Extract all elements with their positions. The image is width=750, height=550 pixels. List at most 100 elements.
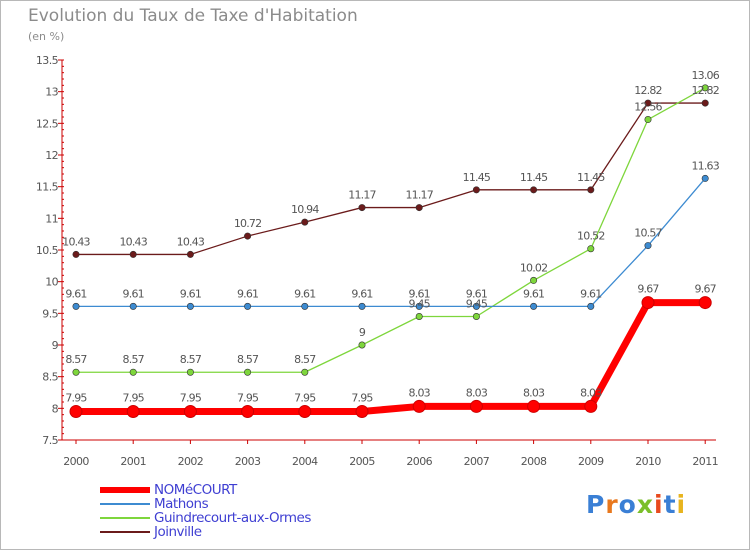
logo-letter: i	[654, 490, 664, 519]
data-point-mathons	[129, 302, 137, 310]
data-label-joinville: 10.72	[234, 217, 262, 230]
data-label-joinville: 10.43	[62, 235, 90, 248]
data-point-guindrecourt	[644, 116, 652, 124]
data-point-joinville	[244, 232, 252, 240]
data-label-guindrecourt: 12.56	[634, 101, 662, 114]
data-point-nomecourt	[641, 296, 655, 310]
data-point-nomecourt	[241, 405, 255, 418]
data-label-guindrecourt: 8.57	[237, 353, 259, 366]
data-label-nomecourt: 7.95	[351, 392, 373, 405]
data-label-mathons: 9.61	[523, 287, 544, 300]
data-label-nomecourt: 7.95	[65, 392, 87, 405]
data-point-joinville	[358, 204, 366, 212]
data-point-guindrecourt	[301, 368, 309, 376]
y-tick-label: 9	[52, 339, 59, 352]
data-point-guindrecourt	[186, 368, 194, 376]
data-point-guindrecourt	[415, 312, 423, 320]
y-tick-label: 10.5	[36, 244, 59, 257]
data-point-nomecourt	[183, 405, 197, 418]
data-label-joinville: 12.82	[634, 84, 662, 97]
data-label-mathons: 11.63	[691, 159, 719, 172]
y-tick-label: 10	[45, 276, 58, 289]
data-label-mathons: 9.61	[409, 287, 430, 300]
data-point-guindrecourt	[472, 312, 480, 320]
y-tick-label: 8	[52, 402, 59, 415]
data-label-nomecourt: 8.03	[580, 386, 602, 399]
data-point-nomecourt	[355, 405, 369, 418]
data-point-mathons	[472, 302, 480, 310]
data-point-mathons	[415, 302, 423, 310]
x-tick-label: 2010	[635, 455, 661, 468]
data-point-guindrecourt	[587, 245, 595, 253]
data-point-mathons	[358, 302, 366, 310]
data-point-nomecourt	[69, 405, 83, 418]
data-label-joinville: 10.94	[291, 203, 319, 216]
chart-title: Evolution du Taux de Taxe d'Habitation	[28, 6, 358, 26]
data-labels-layer: 10.43 10.43 10.43 10.72 10.94 11.17 11.17 11.45…	[62, 69, 720, 405]
data-point-nomecourt	[469, 399, 483, 413]
data-point-nomecourt	[298, 405, 312, 418]
data-label-joinville: 12.82	[691, 84, 719, 97]
data-label-nomecourt: 7.95	[294, 392, 316, 405]
data-label-guindrecourt: 8.57	[294, 353, 316, 366]
y-tick-label: 8.5	[42, 371, 58, 384]
x-tick-label: 2002	[178, 455, 204, 468]
logo-letter: o	[618, 490, 637, 519]
data-point-mathons	[186, 302, 194, 310]
data-label-nomecourt: 7.95	[180, 392, 202, 405]
data-point-nomecourt	[584, 399, 598, 413]
y-tick-label: 11.5	[36, 181, 59, 194]
logo-letter: P	[586, 490, 606, 519]
logo-letter: i	[676, 490, 687, 519]
x-tick-label: 2009	[578, 455, 604, 468]
data-point-mathons	[644, 242, 652, 250]
data-point-joinville	[530, 186, 538, 194]
y-tick-label: 7.5	[42, 434, 58, 447]
data-label-mathons: 9.61	[466, 287, 487, 300]
legend-label-mathons: Mathons	[154, 496, 209, 512]
data-point-joinville	[701, 99, 709, 107]
data-label-guindrecourt: 13.06	[691, 69, 719, 82]
legend-swatch-joinville	[100, 531, 150, 533]
data-label-mathons: 9.61	[180, 287, 201, 300]
series-layer	[69, 84, 712, 418]
chart-subtitle: (en %)	[28, 30, 65, 43]
data-point-guindrecourt	[244, 368, 252, 376]
data-label-joinville: 10.43	[119, 235, 147, 248]
data-label-nomecourt: 9.67	[637, 283, 659, 296]
data-point-joinville	[415, 204, 423, 212]
chart-axes: 7.5 8 8.5 9 9.5 10 10.5 11 11.5 12 12.5 13 13.5 2000 2…	[36, 54, 719, 468]
data-label-guindrecourt: 10.02	[520, 261, 548, 274]
data-point-mathons	[587, 302, 595, 310]
data-point-joinville	[186, 250, 194, 258]
data-point-mathons	[72, 302, 80, 310]
legend-swatch-guindrecourt	[100, 517, 150, 519]
logo-letter: t	[663, 490, 677, 519]
series-line-nomecourt	[76, 299, 706, 415]
y-tick-label: 13	[45, 86, 58, 99]
data-label-nomecourt: 8.03	[409, 386, 431, 399]
data-label-guindrecourt: 9.45	[466, 298, 488, 311]
data-point-guindrecourt	[701, 84, 709, 92]
x-tick-label: 2001	[120, 455, 146, 468]
data-label-guindrecourt: 10.52	[577, 230, 605, 243]
series-line-guindrecourt	[76, 87, 706, 373]
data-label-mathons: 10.57	[634, 227, 662, 240]
data-label-nomecourt: 7.95	[237, 392, 259, 405]
data-label-mathons: 9.61	[237, 287, 258, 300]
data-point-mathons	[244, 302, 252, 310]
legend-label-nomecourt: NOMéCOURT	[154, 482, 237, 498]
data-label-joinville: 11.45	[520, 171, 548, 184]
data-point-joinville	[129, 250, 137, 258]
data-label-joinville: 11.45	[577, 171, 605, 184]
data-label-joinville: 10.43	[177, 235, 205, 248]
series-line-mathons	[76, 178, 706, 308]
data-label-guindrecourt: 8.57	[123, 353, 145, 366]
logo-letter: r	[605, 490, 619, 519]
data-label-nomecourt: 8.03	[466, 386, 488, 399]
data-point-nomecourt	[527, 399, 541, 413]
x-tick-label: 2005	[349, 455, 375, 468]
series-line-joinville	[76, 102, 706, 256]
data-label-joinville: 11.17	[405, 189, 433, 202]
